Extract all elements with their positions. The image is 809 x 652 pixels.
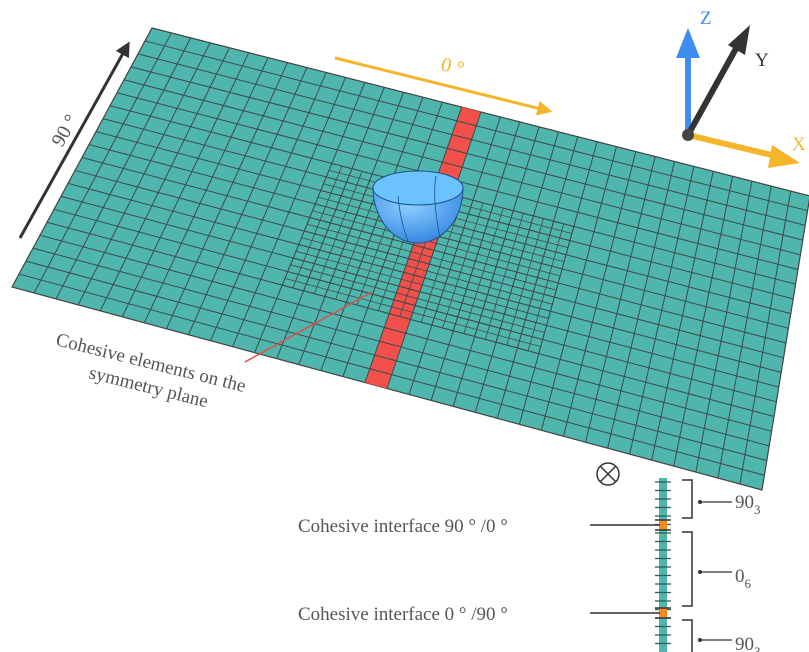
mesh-line <box>130 66 803 241</box>
mesh-line <box>25 260 767 462</box>
fine-mesh-line <box>298 244 551 312</box>
mesh-line <box>39 234 772 432</box>
fine-mesh-line <box>295 250 549 319</box>
mesh-line <box>18 273 765 476</box>
axes: Z Y X <box>676 8 806 168</box>
bracket-dot <box>698 500 702 504</box>
mesh-line <box>137 53 806 226</box>
mesh-line <box>144 40 808 212</box>
fine-mesh-line <box>290 264 545 333</box>
bracket <box>682 619 693 652</box>
arrow-0 <box>334 56 553 116</box>
interface-element <box>659 608 667 618</box>
arrow-90 <box>18 41 130 239</box>
axis-y: Y <box>755 50 769 71</box>
leader-line <box>244 291 373 363</box>
interface-element <box>659 520 667 530</box>
fine-mesh-line <box>282 284 539 355</box>
impactor <box>372 170 464 244</box>
stack-bar <box>659 478 667 652</box>
interface-label: Cohesive interface 90 ° /0 ° <box>298 516 508 537</box>
mesh-line <box>123 79 801 256</box>
laminate-stack <box>655 478 732 652</box>
axis-z: Z <box>700 8 712 29</box>
ply-label: 903 <box>735 492 761 517</box>
fine-mesh-line <box>284 277 541 347</box>
ply-label: 06 <box>735 566 752 591</box>
fine-mesh-line <box>304 230 555 298</box>
fine-mesh-line <box>293 257 547 326</box>
ply-label: 903 <box>735 634 761 652</box>
fine-mesh-line <box>312 210 561 277</box>
fine-mesh-line <box>306 223 557 291</box>
fine-mesh-line <box>287 271 543 340</box>
mesh-line <box>32 247 770 447</box>
bracket <box>682 479 693 519</box>
fine-mesh-line <box>301 237 553 305</box>
bracket-dot <box>698 638 702 642</box>
label-0: 0 ° <box>439 54 467 81</box>
bracket <box>682 531 693 607</box>
fine-mesh-line <box>309 217 559 284</box>
axis-x: X <box>792 134 806 155</box>
interface-label: Cohesive interface 0 ° /90 ° <box>298 604 508 625</box>
into-page-symbol <box>596 462 620 486</box>
label-90: 90 ° <box>47 111 83 151</box>
bracket-dot <box>698 570 702 574</box>
